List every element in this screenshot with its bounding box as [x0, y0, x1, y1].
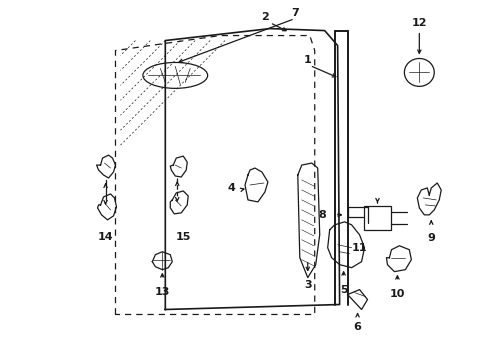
Text: 5: 5: [340, 284, 347, 294]
Text: 10: 10: [390, 289, 405, 298]
Text: 2: 2: [261, 12, 269, 22]
Text: 3: 3: [304, 280, 312, 289]
Text: 1: 1: [304, 55, 312, 66]
Text: 14: 14: [98, 232, 113, 242]
Text: 7: 7: [291, 8, 299, 18]
Text: 9: 9: [427, 233, 435, 243]
Text: 4: 4: [227, 183, 235, 193]
Text: 6: 6: [354, 323, 362, 332]
Text: 15: 15: [175, 232, 191, 242]
Text: 11: 11: [352, 243, 368, 253]
Text: 13: 13: [155, 287, 170, 297]
Bar: [364, 206, 392, 230]
Text: 8: 8: [319, 210, 326, 220]
Text: 12: 12: [412, 18, 427, 28]
